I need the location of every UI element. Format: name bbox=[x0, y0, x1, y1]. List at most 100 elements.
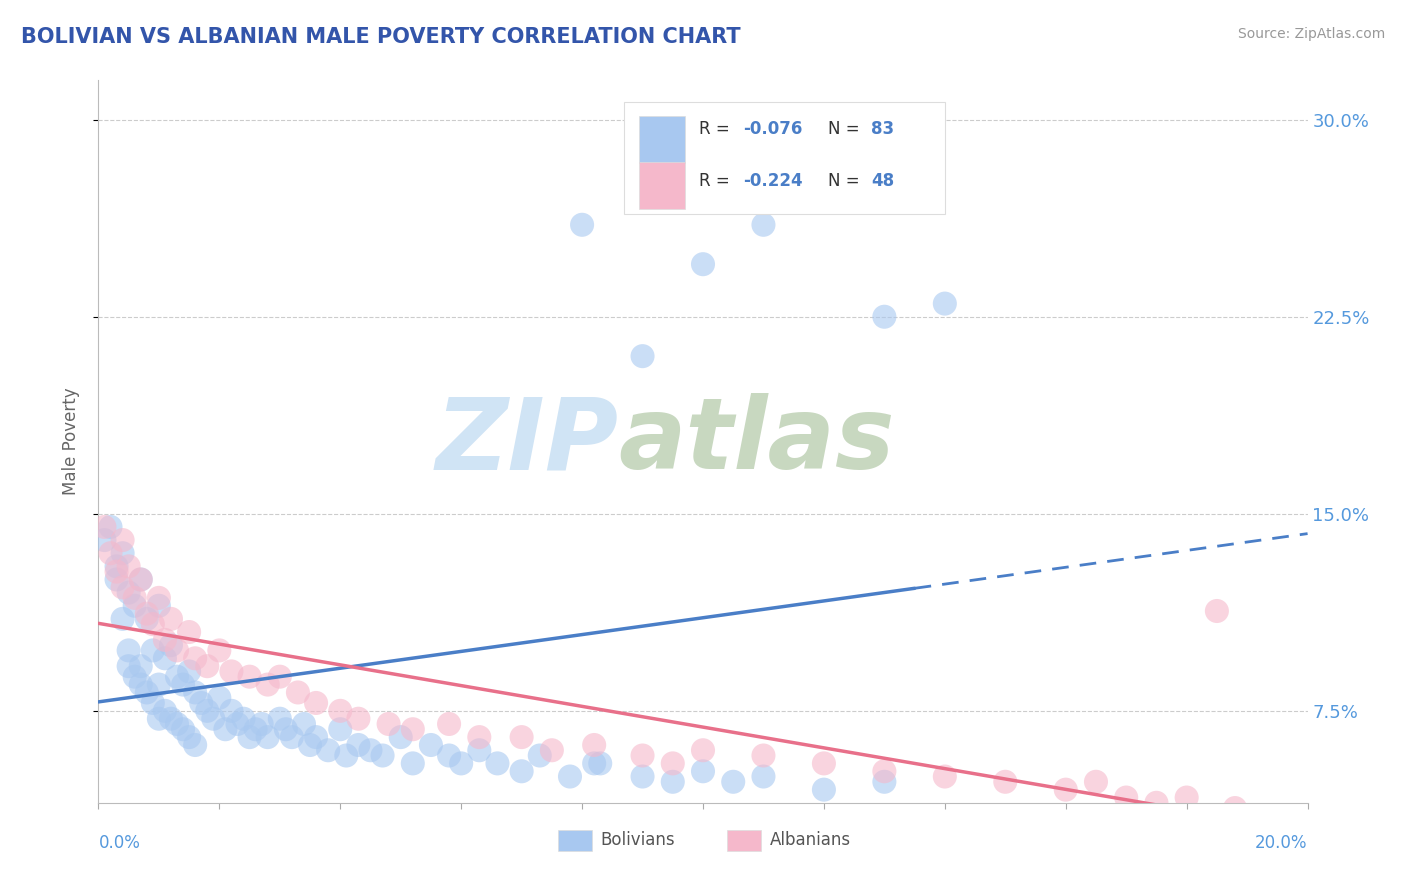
Point bbox=[723, 774, 745, 789]
Text: ZIP: ZIP bbox=[436, 393, 619, 490]
Bar bbox=[638, 116, 685, 163]
Point bbox=[450, 756, 472, 771]
Point bbox=[873, 774, 896, 789]
Point bbox=[813, 782, 835, 797]
Point bbox=[1175, 790, 1198, 805]
Point bbox=[529, 748, 551, 763]
Point bbox=[129, 677, 152, 691]
Point bbox=[420, 738, 443, 752]
Point bbox=[934, 296, 956, 310]
Point bbox=[179, 665, 201, 679]
Point bbox=[274, 723, 297, 737]
Point bbox=[105, 559, 128, 574]
Point bbox=[256, 730, 278, 744]
Point bbox=[214, 723, 236, 737]
Point bbox=[135, 612, 157, 626]
Point bbox=[245, 723, 267, 737]
Point bbox=[142, 696, 165, 710]
Point bbox=[402, 723, 425, 737]
Point bbox=[111, 580, 134, 594]
Point bbox=[100, 546, 122, 560]
Point bbox=[631, 748, 654, 763]
Point bbox=[661, 774, 683, 789]
Point bbox=[118, 559, 141, 574]
Text: N =: N = bbox=[828, 120, 865, 138]
Point bbox=[661, 756, 683, 771]
Point bbox=[468, 730, 491, 744]
Point bbox=[360, 743, 382, 757]
Point bbox=[486, 756, 509, 771]
Point bbox=[124, 670, 146, 684]
Text: N =: N = bbox=[828, 172, 865, 190]
Y-axis label: Male Poverty: Male Poverty bbox=[62, 388, 80, 495]
Point bbox=[184, 685, 207, 699]
Text: 0.0%: 0.0% bbox=[98, 833, 141, 852]
Point bbox=[292, 717, 315, 731]
Point bbox=[287, 685, 309, 699]
Point bbox=[111, 533, 134, 547]
Point bbox=[316, 743, 339, 757]
Text: Albanians: Albanians bbox=[769, 831, 851, 849]
Point bbox=[873, 310, 896, 324]
Point bbox=[329, 723, 352, 737]
Point bbox=[153, 632, 176, 647]
Point bbox=[153, 651, 176, 665]
Point bbox=[558, 770, 581, 784]
Text: 83: 83 bbox=[872, 120, 894, 138]
Point bbox=[148, 591, 170, 605]
Point bbox=[571, 218, 593, 232]
Point bbox=[202, 712, 225, 726]
Point bbox=[402, 756, 425, 771]
Point bbox=[583, 756, 606, 771]
Point bbox=[142, 643, 165, 657]
Point bbox=[305, 730, 328, 744]
Point bbox=[135, 685, 157, 699]
Point bbox=[93, 533, 115, 547]
Point bbox=[135, 607, 157, 621]
Point bbox=[269, 670, 291, 684]
Point bbox=[160, 638, 183, 652]
Point bbox=[305, 696, 328, 710]
Point bbox=[100, 520, 122, 534]
Point bbox=[195, 704, 218, 718]
Point bbox=[1206, 604, 1229, 618]
Point bbox=[347, 712, 370, 726]
Point bbox=[148, 677, 170, 691]
Point bbox=[129, 573, 152, 587]
Point bbox=[934, 770, 956, 784]
Point bbox=[589, 756, 612, 771]
Text: -0.224: -0.224 bbox=[742, 172, 803, 190]
Point bbox=[105, 565, 128, 579]
Point bbox=[437, 748, 460, 763]
Point bbox=[1144, 796, 1167, 810]
Point bbox=[124, 599, 146, 613]
Point bbox=[160, 712, 183, 726]
Point bbox=[377, 717, 399, 731]
Point bbox=[129, 573, 152, 587]
Point bbox=[105, 573, 128, 587]
Point bbox=[221, 665, 243, 679]
Point bbox=[1085, 774, 1108, 789]
Point bbox=[347, 738, 370, 752]
FancyBboxPatch shape bbox=[624, 102, 945, 214]
Point bbox=[540, 743, 562, 757]
Point bbox=[184, 651, 207, 665]
Point bbox=[256, 677, 278, 691]
Point bbox=[208, 690, 231, 705]
Point bbox=[299, 738, 322, 752]
Bar bbox=[558, 830, 592, 851]
Point bbox=[142, 617, 165, 632]
Text: R =: R = bbox=[699, 172, 735, 190]
Point bbox=[692, 764, 714, 779]
Point bbox=[172, 677, 194, 691]
Bar bbox=[638, 162, 685, 209]
Point bbox=[111, 546, 134, 560]
Point bbox=[184, 738, 207, 752]
Point bbox=[752, 770, 775, 784]
Point bbox=[510, 730, 533, 744]
Point bbox=[118, 643, 141, 657]
Point bbox=[250, 717, 273, 731]
Text: R =: R = bbox=[699, 120, 735, 138]
Point bbox=[389, 730, 412, 744]
Point bbox=[335, 748, 357, 763]
